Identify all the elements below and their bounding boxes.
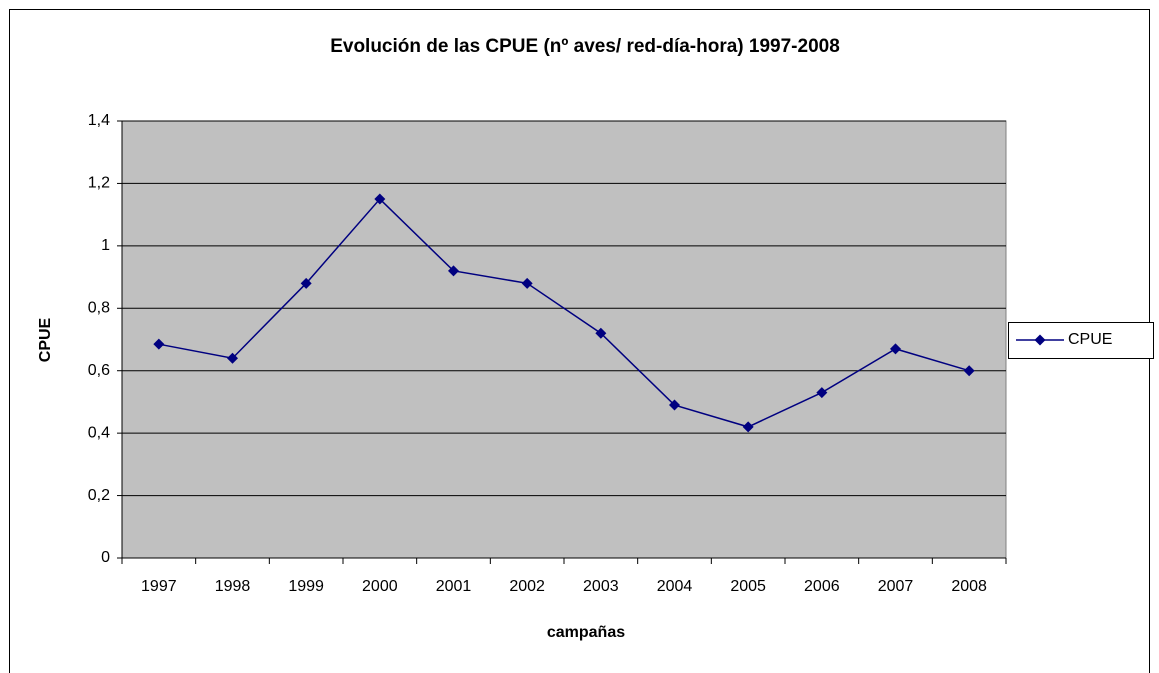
data-point (816, 387, 828, 399)
y-tick-label: 1,4 (88, 112, 110, 129)
x-tick-label: 2005 (730, 578, 766, 595)
data-point (300, 277, 312, 289)
chart-title: Evolución de las CPUE (nº aves/ red-día-… (330, 36, 840, 57)
data-point (448, 265, 459, 277)
data-line (158, 197, 970, 428)
x-tick-label: 2008 (951, 578, 987, 595)
data-point (374, 193, 386, 205)
y-tick-label: 0,2 (88, 487, 110, 504)
x-tick-label: 2004 (657, 578, 693, 595)
data-point (963, 365, 975, 377)
y-tick-label: 0,8 (88, 300, 110, 317)
x-tick-label: 2002 (509, 578, 545, 595)
x-tick-label: 1998 (215, 578, 251, 595)
x-tick-label: 2003 (583, 578, 619, 595)
legend-label: CPUE (1068, 331, 1112, 348)
x-tick-label: 2007 (878, 578, 914, 595)
y-tick-label: 0 (101, 549, 110, 566)
x-tick-label: 1997 (141, 578, 177, 595)
data-point (595, 327, 607, 339)
y-tick-label: 1 (101, 237, 110, 254)
data-point (669, 399, 680, 411)
x-tick-label: 2001 (436, 578, 472, 595)
x-axis-label: campañas (547, 624, 625, 641)
data-point (890, 343, 901, 355)
legend-marker (1034, 334, 1046, 346)
x-tick-label: 2000 (362, 578, 398, 595)
y-tick-label: 1,2 (88, 175, 110, 192)
y-axis-label: CPUE (37, 317, 54, 362)
data-point (227, 352, 238, 364)
plot-area (121, 120, 1007, 559)
data-point (153, 338, 165, 350)
y-tick-label: 0,6 (88, 362, 110, 379)
x-tick-label: 1999 (288, 578, 324, 595)
data-point (521, 277, 533, 289)
x-tick-label: 2006 (804, 578, 840, 595)
data-point (742, 421, 754, 433)
y-tick-label: 0,4 (88, 424, 110, 441)
